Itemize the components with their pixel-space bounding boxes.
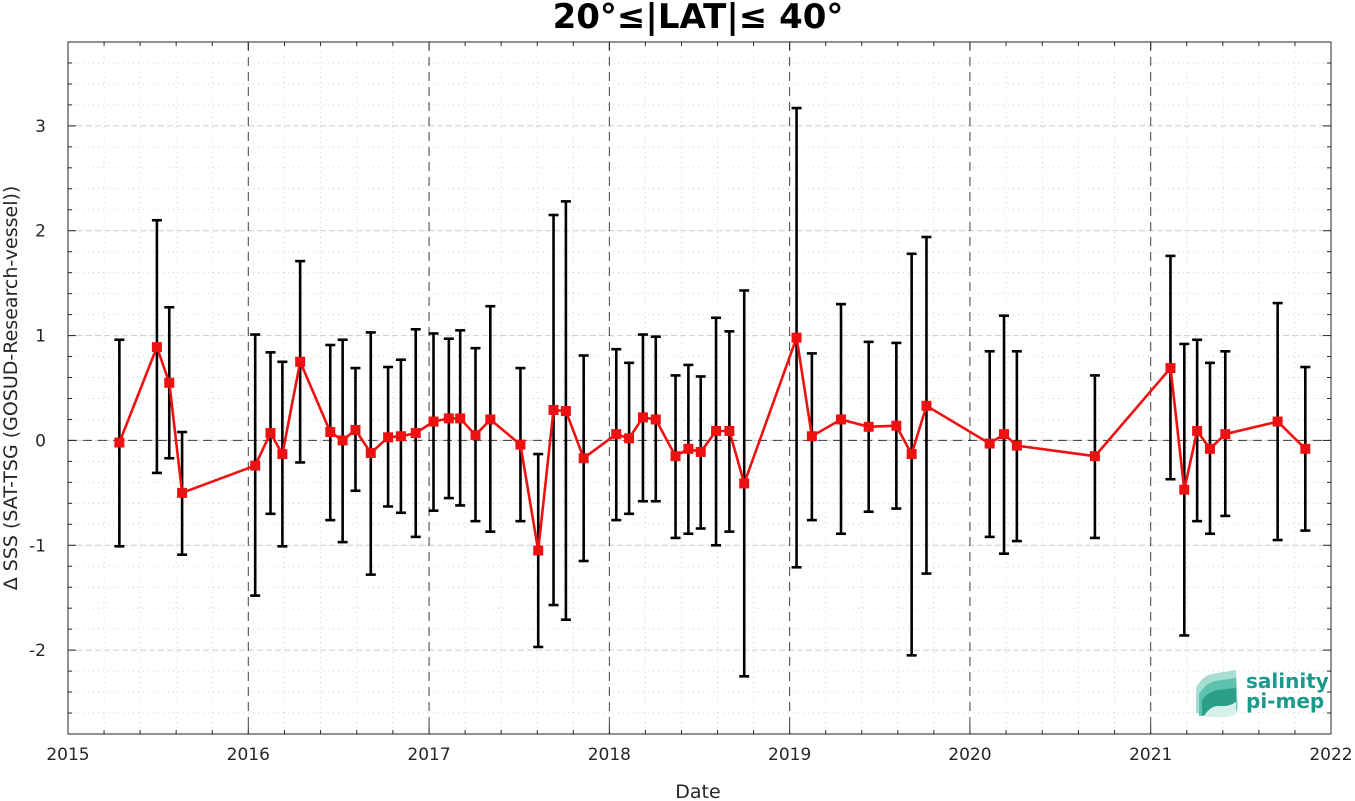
data-point-marker (921, 400, 932, 411)
data-point-marker (428, 416, 439, 427)
y-tick-label: 0 (35, 431, 46, 451)
data-point-marker (863, 421, 874, 432)
y-tick-labels: -2 -1 0 1 2 3 (29, 117, 46, 661)
data-point-marker (365, 448, 376, 459)
data-point-marker (1089, 451, 1100, 462)
y-tick-label: 3 (35, 117, 46, 137)
data-point-marker (443, 413, 454, 424)
data-point-marker (1220, 429, 1231, 440)
data-point-marker (791, 332, 802, 343)
data-point-marker (891, 420, 902, 431)
data-point-marker (724, 425, 735, 436)
series-line (118, 337, 1307, 551)
data-point-marker (410, 428, 421, 439)
data-point-marker (683, 443, 694, 454)
data-point-marker (1204, 443, 1215, 454)
data-point-marker (265, 428, 276, 439)
data-point-marker (611, 429, 622, 440)
data-point-marker (1179, 484, 1190, 495)
data-point-marker (650, 414, 661, 425)
y-tick-label: 2 (35, 222, 46, 242)
data-point-marker (455, 413, 466, 424)
y-tick-label: -1 (29, 536, 46, 556)
data-point-marker (624, 433, 635, 444)
data-point-marker (395, 431, 406, 442)
data-point-marker (1300, 443, 1311, 454)
data-point-marker (670, 451, 681, 462)
y-axis-label: Δ SSS (SAT-TSG (GOSUD-Research-vessel)) (0, 186, 22, 591)
y-tick-label: -2 (29, 641, 46, 661)
x-tick-label: 2015 (46, 745, 89, 765)
data-point-marker (984, 438, 995, 449)
x-tick-label: 2020 (948, 745, 991, 765)
axis-tick-marks (67, 41, 1332, 735)
x-tick-label: 2021 (1129, 745, 1172, 765)
x-tick-label: 2019 (768, 745, 811, 765)
logo-text-pimep: pi-mep (1246, 689, 1324, 713)
data-point-marker (470, 430, 481, 441)
data-point-marker (277, 449, 288, 460)
y-tick-label: 1 (35, 327, 46, 347)
year-separator-lines (247, 42, 1152, 734)
data-point-marker (548, 405, 559, 416)
data-point-marker (337, 435, 348, 446)
logo-text-salinity: salinity (1246, 669, 1329, 693)
x-tick-label: 2018 (588, 745, 631, 765)
grid-layer (68, 41, 1331, 735)
data-point-marker (533, 545, 544, 556)
data-point-marker (711, 425, 722, 436)
data-point-marker (383, 432, 394, 443)
data-point-marker (177, 487, 188, 498)
plot-frame (67, 41, 1332, 735)
data-point-marker (164, 377, 175, 388)
data-point-marker (1011, 440, 1022, 451)
data-point-marker (1272, 416, 1283, 427)
x-tick-labels: 2015 2016 2017 2018 2019 2020 2021 2022 (46, 745, 1352, 765)
data-point-marker (637, 412, 648, 423)
data-point-marker (325, 427, 336, 438)
x-tick-label: 2022 (1309, 745, 1352, 765)
data-point-marker (999, 429, 1010, 440)
salinity-pimep-logo: salinity pi-mep (1196, 669, 1329, 718)
data-point-marker (695, 446, 706, 457)
data-point-marker (836, 414, 847, 425)
data-point-marker (350, 424, 361, 435)
data-point-marker (1165, 363, 1176, 374)
data-point-marker (114, 437, 125, 448)
chart-title: 20°≤|LAT|≤ 40° (553, 0, 844, 37)
data-point-marker (151, 342, 162, 353)
data-point-marker (1192, 425, 1203, 436)
data-markers (114, 332, 1311, 556)
data-point-marker (295, 356, 306, 367)
data-point-marker (739, 478, 750, 489)
data-point-marker (906, 449, 917, 460)
data-point-marker (250, 460, 261, 471)
data-point-marker (515, 439, 526, 450)
x-axis-label: Date (675, 781, 720, 801)
logo-wave-icon (1196, 670, 1238, 718)
data-point-marker (578, 453, 589, 464)
x-tick-label: 2017 (407, 745, 450, 765)
data-point-marker (806, 431, 817, 442)
data-point-marker (485, 414, 496, 425)
data-point-marker (560, 406, 571, 417)
x-tick-label: 2016 (227, 745, 270, 765)
